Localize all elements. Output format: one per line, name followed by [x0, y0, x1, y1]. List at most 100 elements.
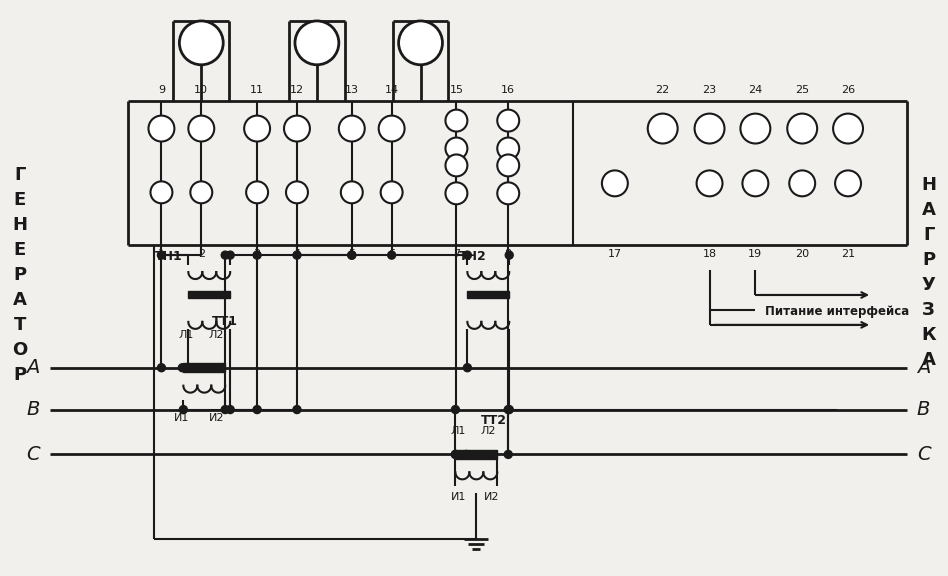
- Text: 4: 4: [294, 249, 301, 259]
- Circle shape: [464, 363, 471, 372]
- Text: Л2: Л2: [209, 330, 224, 340]
- Circle shape: [151, 181, 173, 203]
- Text: 6: 6: [388, 249, 395, 259]
- Circle shape: [504, 450, 512, 458]
- Circle shape: [451, 450, 460, 458]
- Circle shape: [293, 251, 301, 259]
- Text: Л1: Л1: [178, 330, 194, 340]
- Circle shape: [787, 113, 817, 143]
- Text: A: A: [917, 358, 930, 377]
- Circle shape: [295, 21, 338, 65]
- Text: Р: Р: [13, 366, 27, 384]
- Text: B: B: [27, 400, 40, 419]
- Circle shape: [221, 251, 229, 259]
- Circle shape: [338, 116, 365, 142]
- Circle shape: [245, 116, 270, 142]
- Circle shape: [835, 170, 861, 196]
- Circle shape: [179, 21, 223, 65]
- Text: 7: 7: [453, 249, 460, 259]
- Circle shape: [189, 116, 214, 142]
- Circle shape: [498, 138, 520, 160]
- Circle shape: [149, 116, 174, 142]
- Circle shape: [504, 406, 512, 414]
- Text: Н: Н: [12, 216, 27, 234]
- Text: 17: 17: [608, 249, 622, 259]
- Circle shape: [253, 406, 261, 414]
- Text: 22: 22: [656, 85, 670, 94]
- Text: 21: 21: [841, 249, 855, 259]
- Circle shape: [790, 170, 815, 196]
- Circle shape: [246, 181, 268, 203]
- Text: 14: 14: [385, 85, 399, 94]
- Circle shape: [451, 406, 460, 414]
- Circle shape: [286, 181, 308, 203]
- Text: Питание интерфейса: Питание интерфейса: [765, 305, 909, 319]
- Circle shape: [157, 251, 165, 259]
- Text: 1: 1: [158, 249, 165, 259]
- Circle shape: [505, 251, 513, 259]
- Text: 15: 15: [449, 85, 464, 94]
- Circle shape: [446, 154, 467, 176]
- Text: ТТ2: ТТ2: [482, 414, 507, 426]
- Text: И1: И1: [173, 412, 189, 423]
- Circle shape: [293, 406, 301, 414]
- Circle shape: [348, 251, 356, 259]
- Text: И2: И2: [209, 412, 224, 423]
- Text: Л1: Л1: [450, 426, 466, 437]
- Text: Т: Т: [13, 316, 27, 334]
- Text: Е: Е: [14, 191, 26, 209]
- Circle shape: [179, 406, 188, 414]
- Text: 18: 18: [702, 249, 717, 259]
- Circle shape: [381, 181, 403, 203]
- Text: У: У: [921, 276, 936, 294]
- Text: Н: Н: [921, 176, 937, 194]
- Bar: [467, 291, 509, 298]
- Text: Г: Г: [923, 226, 935, 244]
- Text: B: B: [917, 400, 930, 419]
- Text: Е: Е: [14, 241, 26, 259]
- Text: Р: Р: [922, 251, 936, 269]
- Text: 3: 3: [254, 249, 261, 259]
- Text: 8: 8: [504, 249, 512, 259]
- Circle shape: [341, 181, 363, 203]
- Text: 2: 2: [198, 249, 205, 259]
- Text: 24: 24: [748, 85, 762, 94]
- Circle shape: [464, 251, 471, 259]
- Text: 20: 20: [795, 249, 810, 259]
- Circle shape: [498, 154, 520, 176]
- Text: 25: 25: [795, 85, 810, 94]
- Circle shape: [157, 363, 165, 372]
- Text: A: A: [27, 358, 40, 377]
- Circle shape: [184, 363, 192, 372]
- Circle shape: [378, 116, 405, 142]
- Circle shape: [463, 450, 470, 458]
- Circle shape: [505, 406, 513, 414]
- Text: А: А: [13, 291, 27, 309]
- Circle shape: [221, 406, 229, 414]
- Text: ТН1: ТН1: [155, 250, 182, 263]
- Text: Л2: Л2: [481, 426, 496, 437]
- Text: О: О: [12, 341, 27, 359]
- Circle shape: [740, 113, 771, 143]
- Circle shape: [742, 170, 768, 196]
- Text: 19: 19: [748, 249, 762, 259]
- Text: 5: 5: [348, 249, 356, 259]
- Circle shape: [697, 170, 722, 196]
- Bar: [189, 291, 230, 298]
- Circle shape: [388, 251, 395, 259]
- Circle shape: [253, 251, 261, 259]
- Text: 11: 11: [250, 85, 264, 94]
- Text: ТН2: ТН2: [459, 250, 486, 263]
- Text: 12: 12: [290, 85, 304, 94]
- Text: C: C: [27, 445, 40, 464]
- Text: 26: 26: [841, 85, 855, 94]
- Text: 13: 13: [345, 85, 358, 94]
- Text: К: К: [921, 326, 936, 344]
- Text: 9: 9: [158, 85, 165, 94]
- Text: C: C: [917, 445, 930, 464]
- Text: Г: Г: [14, 166, 26, 184]
- Text: 23: 23: [702, 85, 717, 94]
- Circle shape: [446, 183, 467, 204]
- Circle shape: [451, 450, 460, 458]
- Text: И1: И1: [450, 492, 466, 502]
